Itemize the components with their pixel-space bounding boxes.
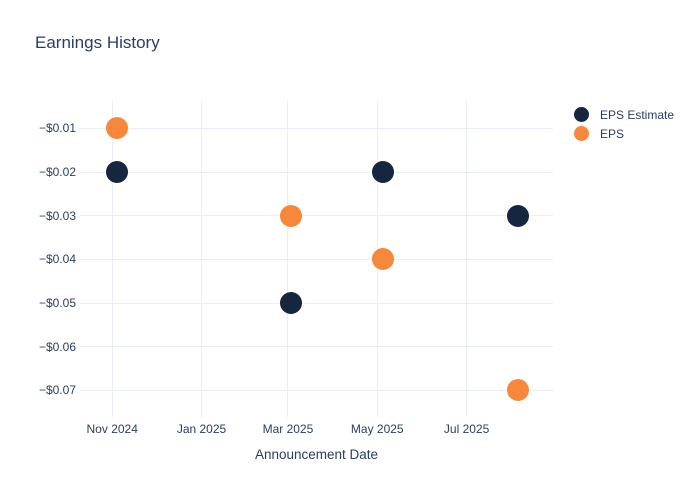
eps-marker-icon bbox=[574, 126, 589, 141]
x-axis-title: Announcement Date bbox=[254, 447, 379, 462]
x-tick-label: Nov 2024 bbox=[86, 422, 138, 436]
eps-estimate-point[interactable] bbox=[506, 204, 529, 227]
legend-item-eps-estimate[interactable]: EPS Estimate bbox=[574, 105, 674, 124]
x-gridline bbox=[111, 101, 113, 417]
eps-estimate-point[interactable] bbox=[279, 292, 302, 315]
y-tick-label: −$0.03 bbox=[38, 208, 76, 223]
x-gridline bbox=[287, 101, 289, 417]
y-gridline bbox=[80, 346, 553, 348]
x-gridline bbox=[466, 101, 468, 417]
y-gridline bbox=[80, 127, 553, 129]
eps-estimate-marker-icon bbox=[574, 107, 589, 122]
y-gridline bbox=[80, 389, 553, 391]
x-tick-label: May 2025 bbox=[350, 422, 404, 436]
legend: EPS Estimate EPS bbox=[574, 105, 674, 143]
x-tick-label: Mar 2025 bbox=[262, 422, 314, 436]
y-tick-label: −$0.02 bbox=[38, 165, 76, 180]
x-tick-label: Jan 2025 bbox=[176, 422, 227, 436]
y-gridline bbox=[80, 215, 553, 217]
y-tick-label: −$0.04 bbox=[38, 252, 76, 267]
y-gridline bbox=[80, 302, 553, 304]
y-tick-label: −$0.05 bbox=[38, 296, 76, 311]
eps-point[interactable] bbox=[105, 117, 128, 140]
y-tick-label: −$0.07 bbox=[38, 383, 76, 398]
y-tick-label: −$0.06 bbox=[38, 339, 76, 354]
chart-title: Earnings History bbox=[35, 33, 160, 52]
eps-estimate-point[interactable] bbox=[105, 161, 128, 184]
eps-point[interactable] bbox=[372, 248, 395, 271]
x-tick-label: Jul 2025 bbox=[443, 422, 490, 436]
eps-estimate-point[interactable] bbox=[372, 161, 395, 184]
x-gridline bbox=[201, 101, 203, 417]
y-gridline bbox=[80, 171, 553, 173]
y-gridline bbox=[80, 258, 553, 260]
eps-point[interactable] bbox=[279, 204, 302, 227]
eps-point[interactable] bbox=[506, 379, 529, 402]
y-tick-label: −$0.01 bbox=[38, 121, 76, 136]
legend-label-eps-estimate: EPS Estimate bbox=[600, 107, 675, 122]
legend-item-eps[interactable]: EPS bbox=[574, 124, 674, 143]
legend-label-eps: EPS bbox=[600, 126, 625, 141]
